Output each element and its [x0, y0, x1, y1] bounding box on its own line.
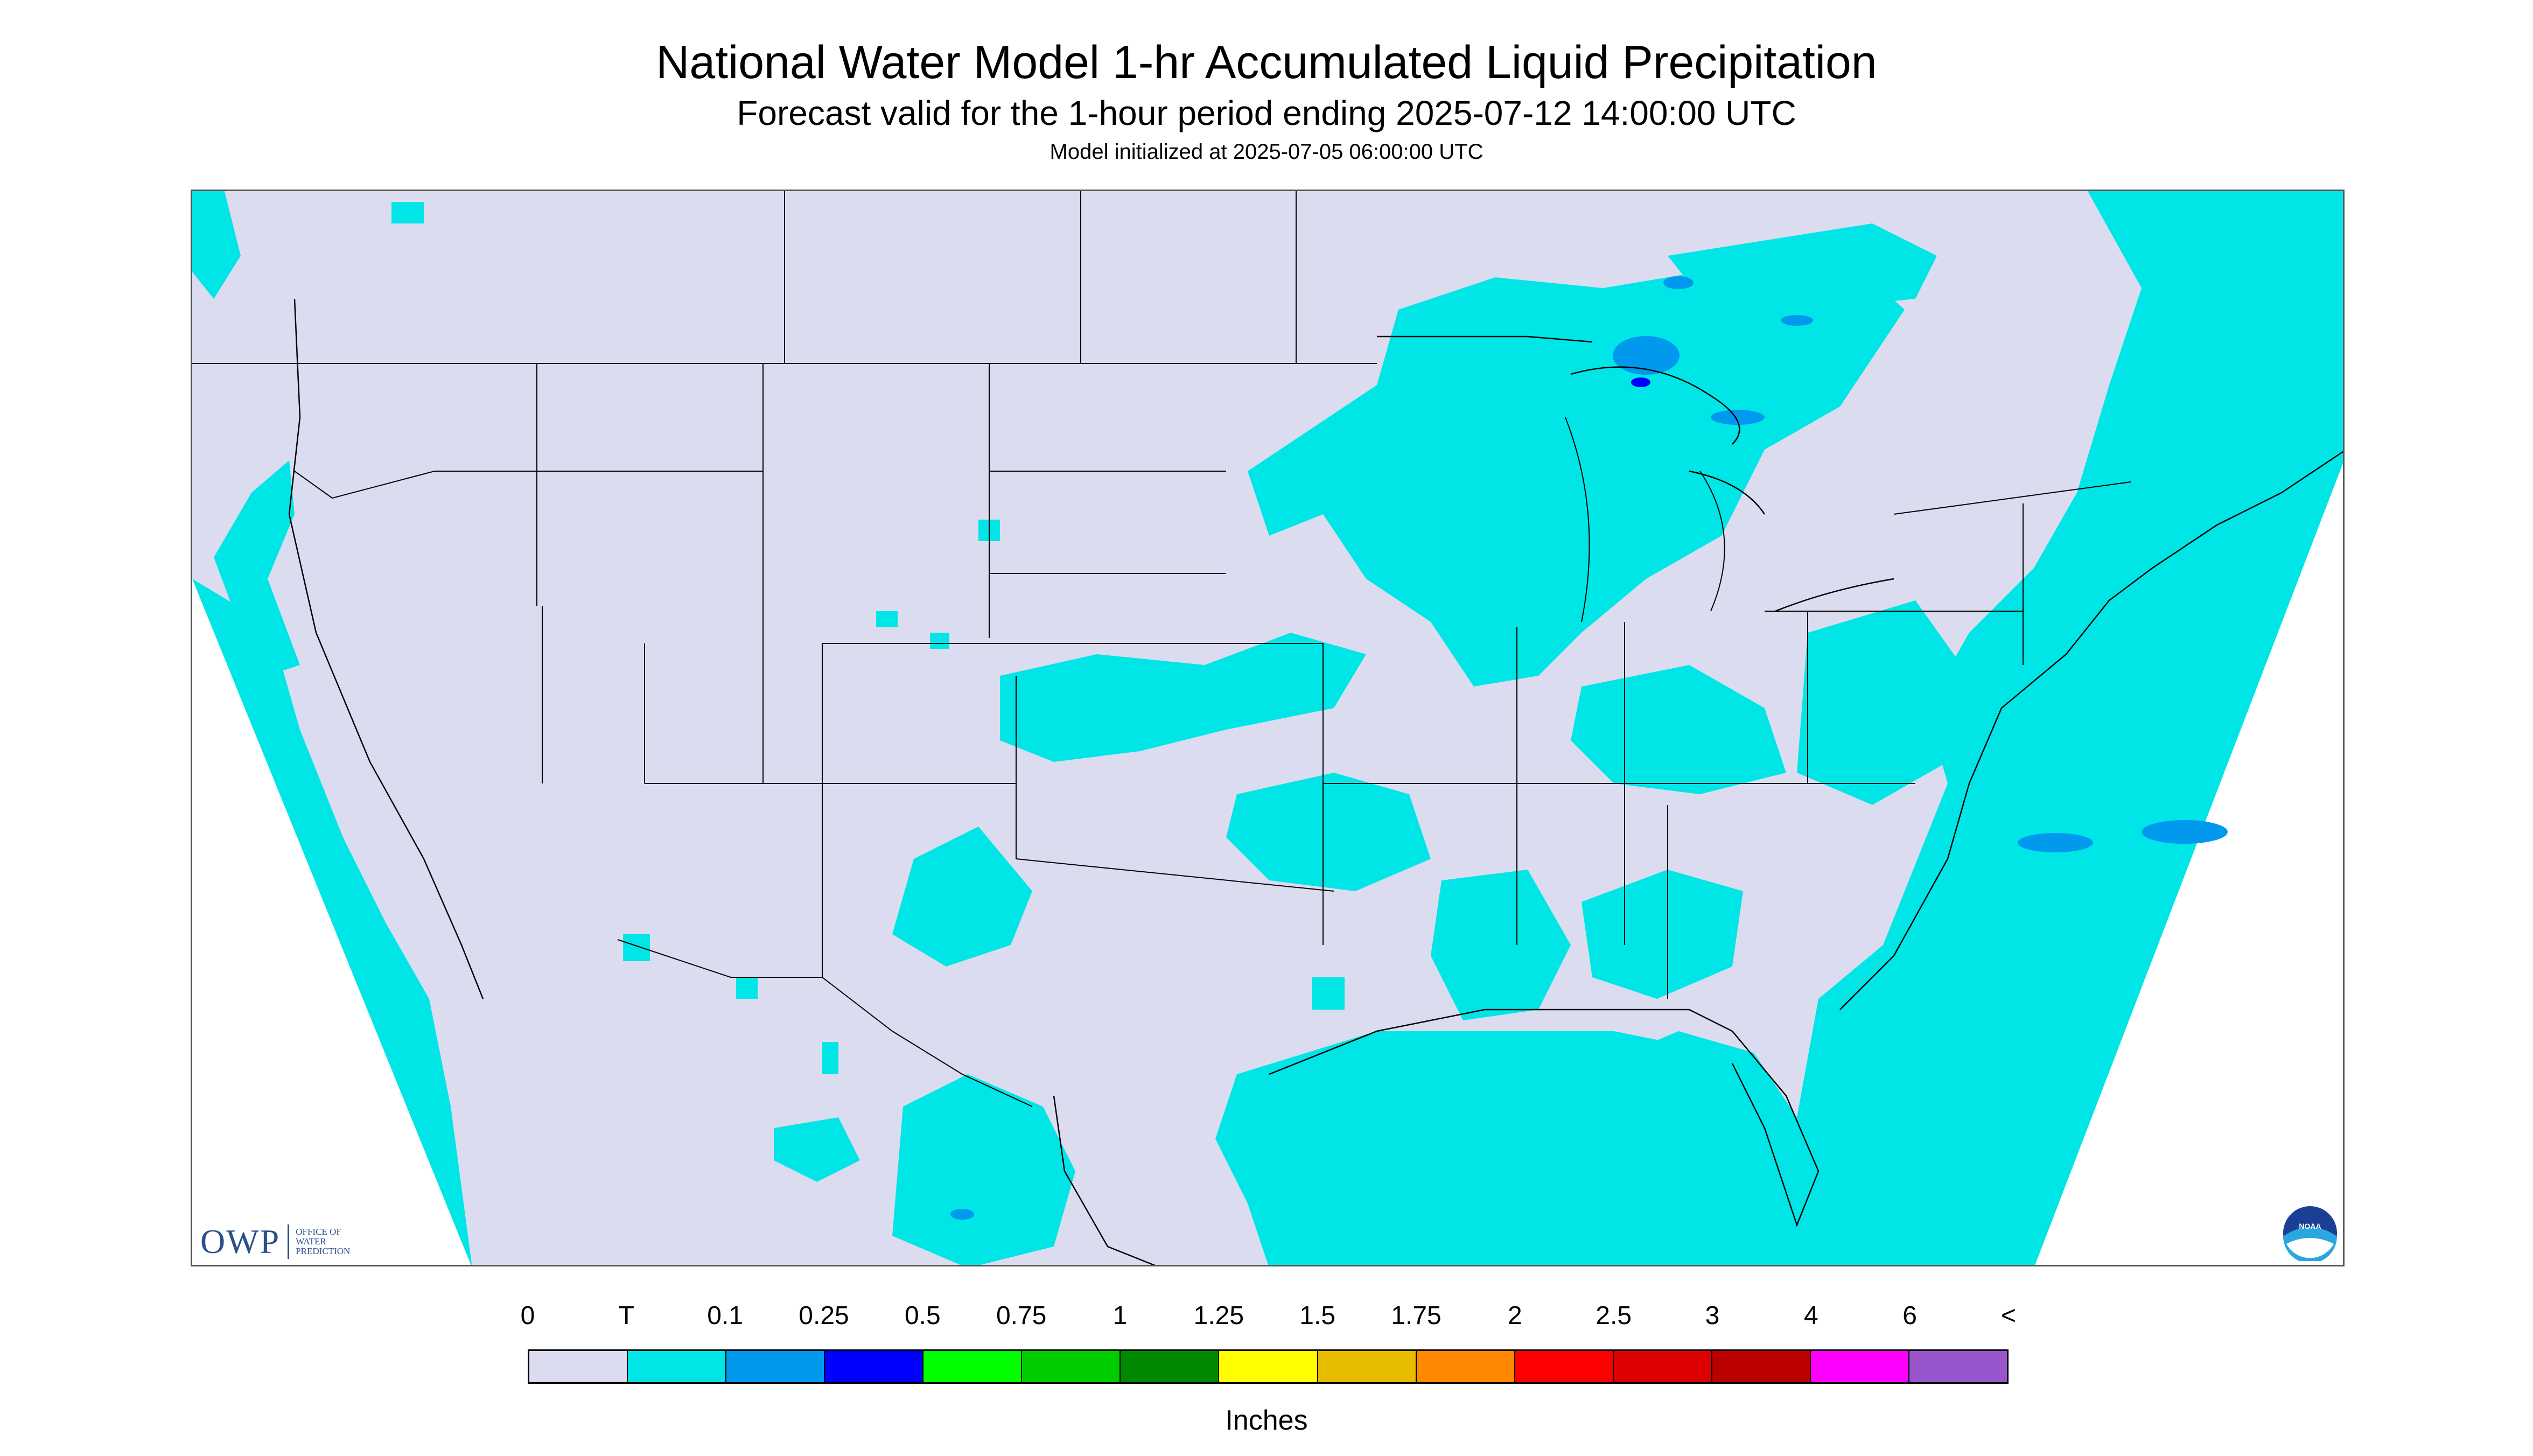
coastlines: [288, 298, 2343, 1265]
forecast-valid-time: Forecast valid for the 1-hour period end…: [737, 94, 1796, 132]
legend-swatch: [1613, 1351, 1712, 1382]
legend-swatch: [1515, 1351, 1614, 1382]
precip-light-areas: [950, 276, 2228, 1220]
political-boundaries: [192, 191, 2131, 1107]
legend-swatch: [1022, 1351, 1121, 1382]
legend-swatch: [825, 1351, 924, 1382]
legend-tick-label: 4: [1803, 1301, 1818, 1330]
legend-tick-label: <: [2000, 1301, 2017, 1330]
owp-logo-mark: OWP: [200, 1224, 290, 1259]
color-legend: [528, 1349, 2009, 1384]
legend-swatch: [1318, 1351, 1417, 1382]
legend-tick-label: 0.1: [707, 1301, 744, 1330]
owp-text-line: WATER: [296, 1236, 326, 1247]
legend-tick-label: 3: [1705, 1301, 1720, 1330]
owp-text-line: PREDICTION: [296, 1246, 351, 1256]
legend-tick-label: 0.5: [904, 1301, 941, 1330]
precipitation-map[interactable]: [191, 190, 2345, 1266]
legend-tick-label: 1: [1112, 1301, 1128, 1330]
legend-swatch: [1219, 1351, 1318, 1382]
model-init-time: Model initialized at 2025-07-05 06:00:00…: [1049, 140, 1484, 164]
legend-tick-label: T: [618, 1301, 634, 1330]
legend-tick-label: 0.75: [996, 1301, 1047, 1330]
map-canvas: [192, 191, 2343, 1265]
legend-swatch: [1909, 1351, 2007, 1382]
legend-tick-label: 0.25: [799, 1301, 849, 1330]
legend-swatch: [923, 1351, 1023, 1382]
legend-units: Inches: [1225, 1405, 1308, 1436]
legend-tick-label: 1.75: [1391, 1301, 1442, 1330]
legend-tick-label: 2: [1507, 1301, 1522, 1330]
map-title: National Water Model 1-hr Accumulated Li…: [656, 37, 1877, 88]
noaa-logo-icon: NOAA: [2283, 1206, 2337, 1261]
legend-swatch: [1810, 1351, 1909, 1382]
legend-tick-label: 2.5: [1596, 1301, 1632, 1330]
legend-swatch: [726, 1351, 825, 1382]
legend-swatch: [628, 1351, 727, 1382]
legend-swatch: [529, 1351, 628, 1382]
legend-tick-label: 0: [520, 1301, 535, 1330]
model-domain: [192, 191, 2343, 1265]
precip-moderate-areas: [1631, 377, 1650, 387]
owp-logo: OWP OFFICE OF WATER PREDICTION: [200, 1224, 350, 1259]
owp-text-line: OFFICE OF: [296, 1227, 341, 1237]
legend-swatch: [1416, 1351, 1515, 1382]
legend-swatch: [1712, 1351, 1811, 1382]
legend-tick-label: 1.5: [1299, 1301, 1336, 1330]
legend-labels: 0 T 0.1 0.25 0.5 0.75 1 1.25 1.5 1.75 2 2.5 3 4 6 <: [0, 1301, 2533, 1333]
owp-logo-text: OFFICE OF WATER PREDICTION: [289, 1227, 350, 1256]
legend-tick-label: 1.25: [1193, 1301, 1244, 1330]
noaa-logo-text: NOAA: [2299, 1222, 2321, 1230]
legend-tick-label: 6: [1902, 1301, 1918, 1330]
legend-swatch: [1121, 1351, 1220, 1382]
